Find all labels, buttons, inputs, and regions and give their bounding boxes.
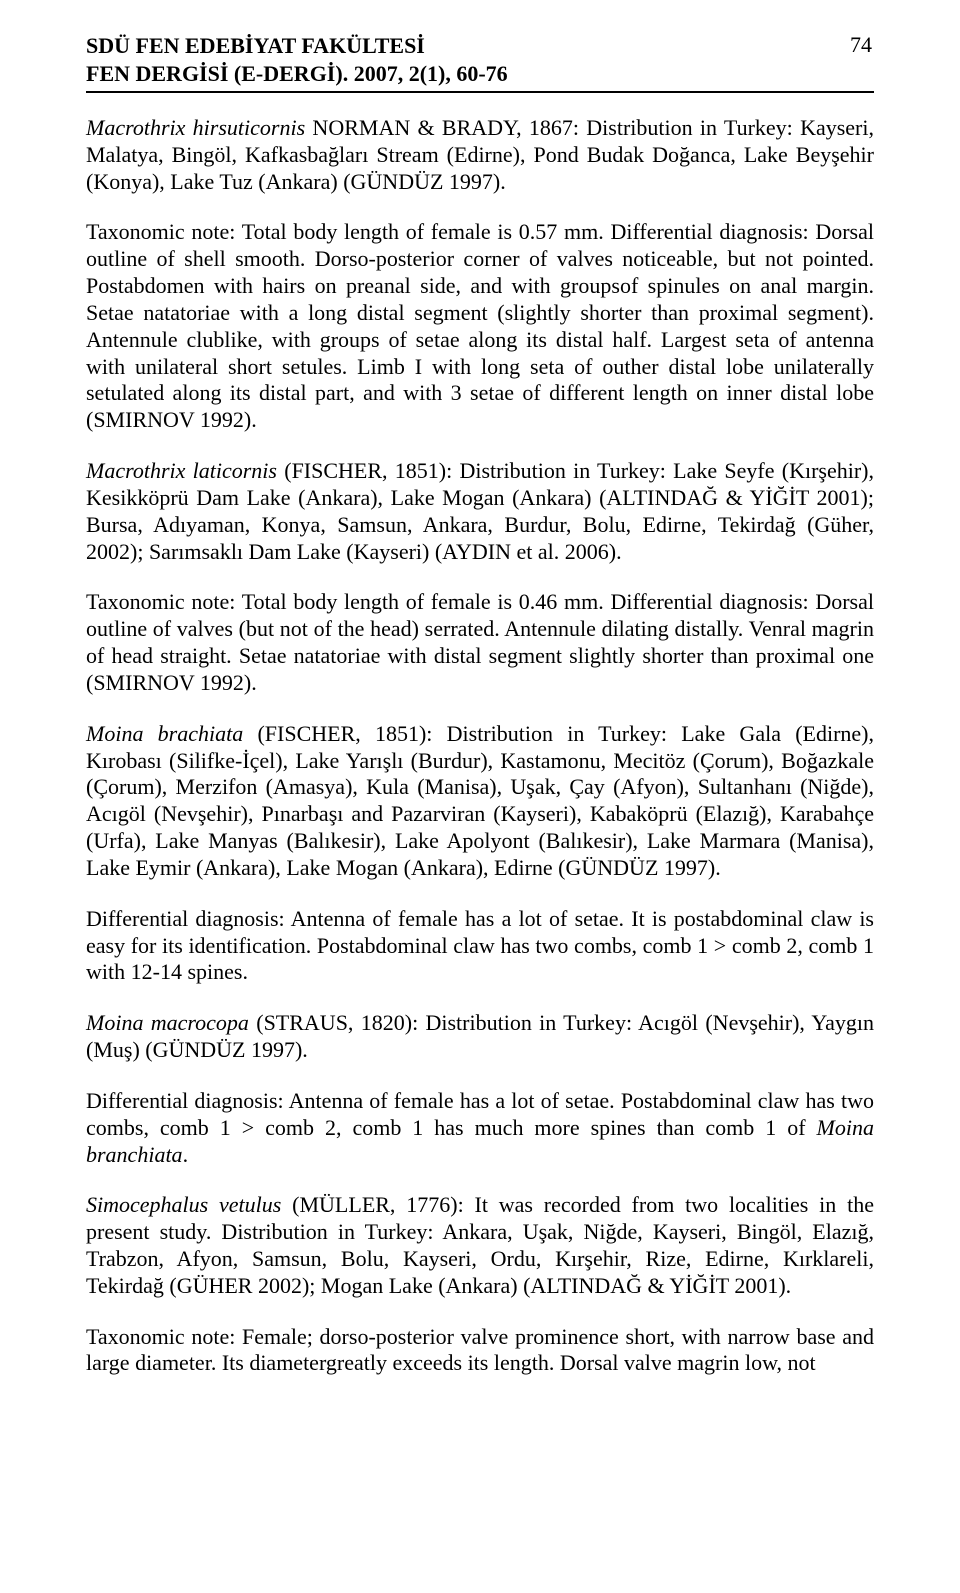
paragraph-3: Macrothrix laticornis (FISCHER, 1851): D… [86, 458, 874, 565]
paragraph-9: Simocephalus vetulus (MÜLLER, 1776): It … [86, 1192, 874, 1299]
paragraph-1: Macrothrix hirsuticornis NORMAN & BRADY,… [86, 115, 874, 195]
page-container: SDÜ FEN EDEBİYAT FAKÜLTESİ FEN DERGİSİ (… [0, 0, 960, 1417]
journal-header: SDÜ FEN EDEBİYAT FAKÜLTESİ FEN DERGİSİ (… [86, 32, 508, 87]
species-name: Simocephalus vetulus [86, 1192, 281, 1217]
species-name: Macrothrix hirsuticornis [86, 115, 305, 140]
paragraph-2: Taxonomic note: Total body length of fem… [86, 219, 874, 434]
header-rule [86, 91, 874, 93]
paragraph-7: Moina macrocopa (STRAUS, 1820): Distribu… [86, 1010, 874, 1064]
page-number: 74 [850, 32, 874, 58]
paragraph-4: Taxonomic note: Total body length of fem… [86, 589, 874, 696]
paragraph-10: Taxonomic note: Female; dorso-posterior … [86, 1324, 874, 1378]
species-name: Moina brachiata [86, 721, 243, 746]
species-name: Macrothrix laticornis [86, 458, 277, 483]
paragraph-8: Differential diagnosis: Antenna of femal… [86, 1088, 874, 1168]
paragraph-6: Differential diagnosis: Antenna of femal… [86, 906, 874, 986]
paragraph-text-pre: Differential diagnosis: Antenna of femal… [86, 1088, 874, 1140]
species-name: Moina macrocopa [86, 1010, 249, 1035]
paragraph-5: Moina brachiata (FISCHER, 1851): Distrib… [86, 721, 874, 882]
header-line-1: SDÜ FEN EDEBİYAT FAKÜLTESİ [86, 32, 508, 60]
page-header: SDÜ FEN EDEBİYAT FAKÜLTESİ FEN DERGİSİ (… [86, 32, 874, 87]
paragraph-text-post: . [183, 1142, 189, 1167]
header-line-2: FEN DERGİSİ (E-DERGİ). 2007, 2(1), 60-76 [86, 60, 508, 88]
